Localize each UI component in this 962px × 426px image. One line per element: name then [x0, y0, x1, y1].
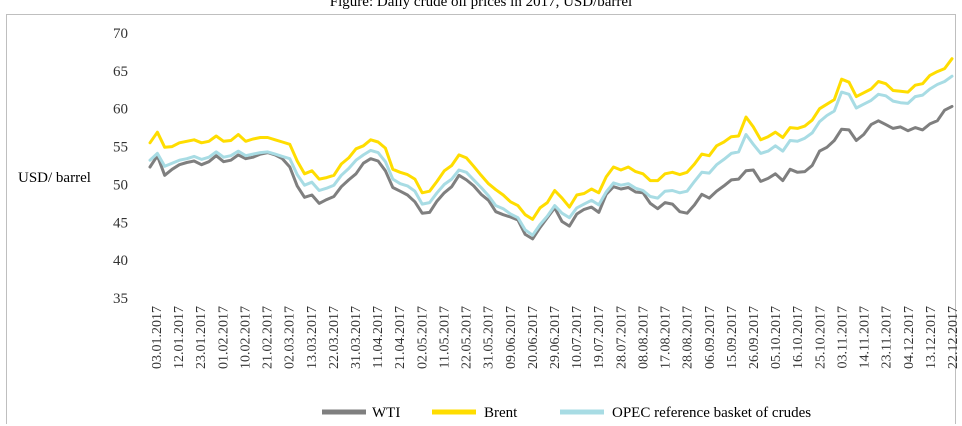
chart-title: Figure: Daily crude oil prices in 2017, …: [330, 0, 632, 10]
x-tick-label: 03.01.2017: [150, 306, 165, 369]
x-tick-label: 11.04.2017: [371, 306, 386, 368]
chart-frame: [6, 14, 956, 424]
x-tick-label: 14.11.2017: [858, 306, 873, 368]
x-tick-label: 19.07.2017: [592, 306, 607, 369]
x-tick-label: 15.09.2017: [725, 306, 740, 369]
x-tick-label: 26.09.2017: [747, 306, 762, 369]
y-tick-label: 60: [113, 102, 128, 118]
x-tick-label: 02.05.2017: [415, 306, 430, 369]
legend-label: WTI: [372, 405, 400, 421]
x-tick-label: 25.10.2017: [813, 306, 828, 369]
x-tick-label: 03.11.2017: [835, 306, 850, 368]
x-tick-label: 10.07.2017: [570, 306, 585, 369]
y-tick-label: 40: [113, 253, 128, 269]
y-axis-label: USD/ barrel: [18, 170, 91, 186]
x-tick-label: 09.06.2017: [504, 306, 519, 369]
y-tick-label: 50: [113, 177, 128, 193]
x-tick-label: 21.04.2017: [393, 306, 408, 369]
x-tick-label: 13.03.2017: [305, 306, 320, 369]
x-tick-label: 20.06.2017: [526, 306, 541, 369]
x-tick-label: 02.03.2017: [283, 306, 298, 369]
y-tick-label: 55: [113, 140, 128, 156]
x-tick-label: 23.11.2017: [880, 306, 895, 368]
x-tick-label: 22.05.2017: [460, 306, 475, 369]
y-tick-label: 70: [113, 26, 128, 42]
x-tick-label: 06.09.2017: [703, 306, 718, 369]
x-tick-label: 08.08.2017: [636, 306, 651, 369]
legend-label: OPEC reference basket of crudes: [612, 405, 811, 421]
y-tick-label: 35: [113, 291, 128, 307]
x-tick-label: 17.08.2017: [659, 306, 674, 369]
x-tick-label: 21.02.2017: [261, 306, 276, 369]
series-line-brent: [148, 57, 954, 221]
x-tick-label: 10.02.2017: [238, 306, 253, 369]
x-tick-label: 12.01.2017: [172, 306, 187, 369]
x-tick-label: 01.02.2017: [216, 306, 231, 369]
x-tick-label: 28.07.2017: [614, 306, 629, 369]
legend-label: Brent: [484, 405, 518, 421]
x-tick-label: 28.08.2017: [681, 306, 696, 369]
y-tick-label: 65: [113, 64, 128, 80]
series-line-opec: [148, 74, 954, 237]
x-tick-label: 22.12.2017: [946, 306, 961, 369]
x-tick-label: 23.01.2017: [194, 306, 209, 369]
x-tick-label: 05.10.2017: [769, 306, 784, 369]
y-tick-label: 45: [113, 215, 128, 231]
x-tick-label: 04.12.2017: [902, 306, 917, 369]
x-tick-label: 31.05.2017: [482, 306, 497, 369]
x-tick-label: 31.03.2017: [349, 306, 364, 369]
x-tick-label: 13.12.2017: [924, 306, 939, 369]
x-tick-label: 11.05.2017: [437, 306, 452, 368]
x-tick-label: 16.10.2017: [791, 306, 806, 369]
x-tick-label: 29.06.2017: [548, 306, 563, 369]
series-line-wti: [148, 104, 954, 241]
x-tick-label: 22.03.2017: [327, 306, 342, 369]
